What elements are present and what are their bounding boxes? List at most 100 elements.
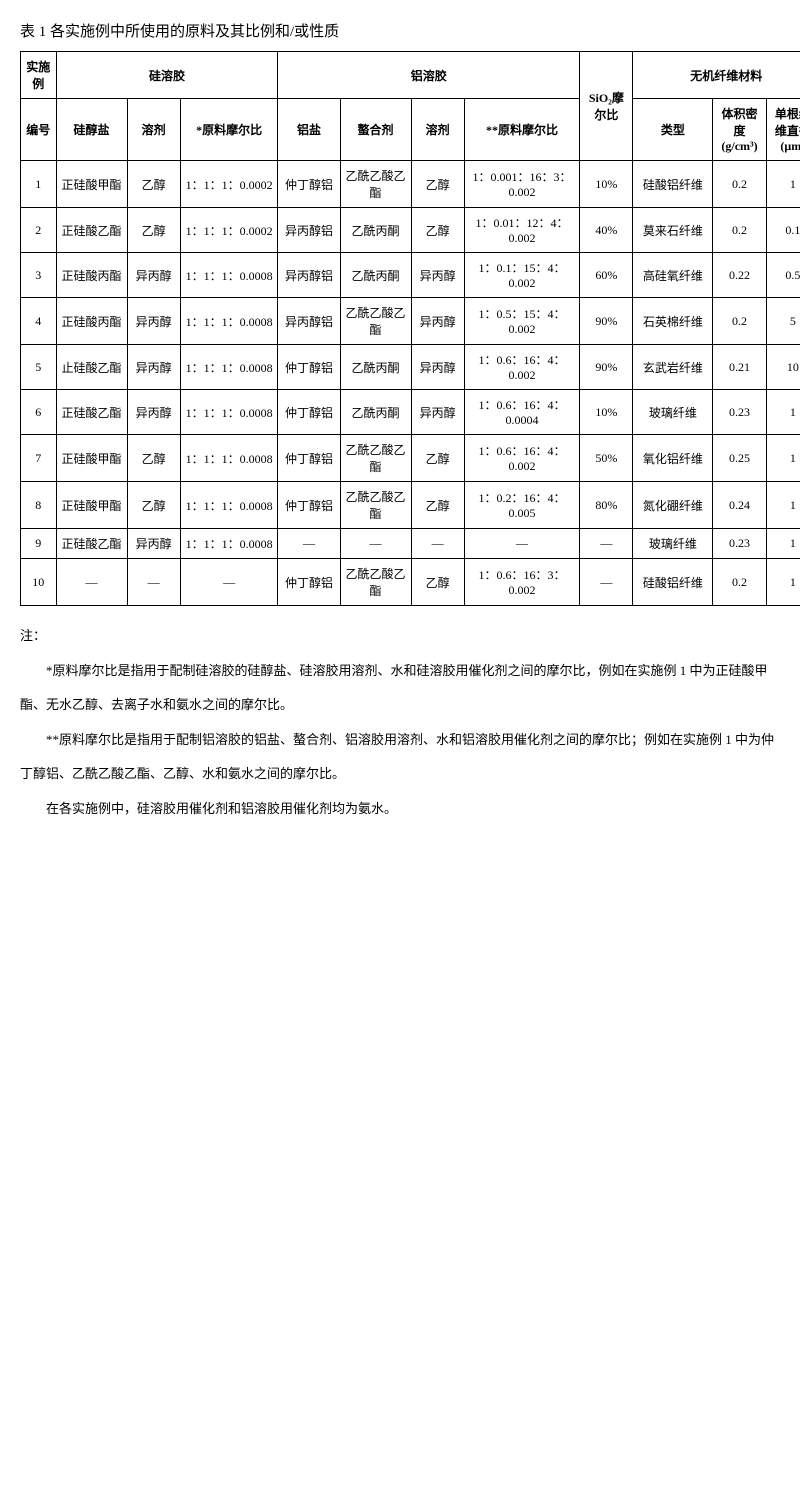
table-row: 2正硅酸乙酯乙醇1：1：1：0.0002异丙醇铝乙酰丙酮乙醇1：0.01：12：… <box>21 208 800 253</box>
cell-al_salt: 仲丁醇铝 <box>278 482 340 529</box>
cell-chel: 乙酰乙酸乙酯 <box>340 482 411 529</box>
table-row: 7正硅酸甲酯乙醇1：1：1：0.0008仲丁醇铝乙酰乙酸乙酯乙醇1：0.6：16… <box>21 435 800 482</box>
th-si-solvent: 溶剂 <box>127 99 180 161</box>
cell-chel: 乙酰乙酸乙酯 <box>340 559 411 606</box>
cell-diam: 1 <box>766 559 800 606</box>
note-2a: **原料摩尔比是指用于配制铝溶胶的铝盐、螯合剂、铝溶胶用溶剂、水和铝溶胶用催化剂… <box>20 726 800 755</box>
th-chelator: 螯合剂 <box>340 99 411 161</box>
th-al-salt: 铝盐 <box>278 99 340 161</box>
cell-si_r: 1：1：1：0.0008 <box>180 435 278 482</box>
cell-sio2: 80% <box>580 482 633 529</box>
th-fiber: 无机纤维材料 <box>633 52 800 99</box>
cell-ftype: 玻璃纤维 <box>633 390 713 435</box>
th-si-sol: 硅溶胶 <box>56 52 278 99</box>
cell-al_r: 1：0.1：15：4：0.002 <box>464 253 579 298</box>
cell-diam: 0.1 <box>766 208 800 253</box>
cell-si_alk: 正硅酸甲酯 <box>56 161 127 208</box>
cell-al_r: — <box>464 529 579 559</box>
cell-al_salt: — <box>278 529 340 559</box>
cell-si_r: 1：1：1：0.0008 <box>180 345 278 390</box>
table-row: 10———仲丁醇铝乙酰乙酸乙酯乙醇1：0.6：16：3：0.002—硅酸铝纤维0… <box>21 559 800 606</box>
cell-dens: 0.25 <box>713 435 766 482</box>
cell-diam: 5 <box>766 298 800 345</box>
cell-dens: 0.23 <box>713 390 766 435</box>
cell-sio2: 60% <box>580 253 633 298</box>
cell-si_alk: 正硅酸丙酯 <box>56 253 127 298</box>
th-si-ratio: *原料摩尔比 <box>180 99 278 161</box>
cell-chel: 乙酰乙酸乙酯 <box>340 161 411 208</box>
cell-si_sol: 异丙醇 <box>127 253 180 298</box>
cell-si_alk: 止硅酸乙酯 <box>56 345 127 390</box>
notes-section: 注： *原料摩尔比是指用于配制硅溶胶的硅醇盐、硅溶胶用溶剂、水和硅溶胶用催化剂之… <box>20 622 800 824</box>
table-row: 9正硅酸乙酯异丙醇1：1：1：0.0008—————玻璃纤维0.231 <box>21 529 800 559</box>
cell-sio2: 90% <box>580 345 633 390</box>
cell-num: 7 <box>21 435 57 482</box>
cell-num: 10 <box>21 559 57 606</box>
cell-al_sol: 乙醇 <box>411 161 464 208</box>
note-2b: 丁醇铝、乙酰乙酸乙酯、乙醇、水和氨水之间的摩尔比。 <box>20 760 800 789</box>
cell-al_r: 1：0.6：16：4：0.0004 <box>464 390 579 435</box>
cell-al_salt: 异丙醇铝 <box>278 208 340 253</box>
cell-num: 8 <box>21 482 57 529</box>
cell-al_salt: 仲丁醇铝 <box>278 435 340 482</box>
cell-sio2: 90% <box>580 298 633 345</box>
cell-si_alk: 正硅酸甲酯 <box>56 482 127 529</box>
cell-diam: 1 <box>766 390 800 435</box>
cell-sio2: 10% <box>580 390 633 435</box>
cell-al_salt: 仲丁醇铝 <box>278 390 340 435</box>
cell-diam: 1 <box>766 482 800 529</box>
cell-sio2: 10% <box>580 161 633 208</box>
cell-al_sol: 乙醇 <box>411 208 464 253</box>
cell-num: 6 <box>21 390 57 435</box>
cell-si_sol: 乙醇 <box>127 482 180 529</box>
cell-si_sol: 异丙醇 <box>127 345 180 390</box>
cell-si_sol: 异丙醇 <box>127 298 180 345</box>
note-1a: *原料摩尔比是指用于配制硅溶胶的硅醇盐、硅溶胶用溶剂、水和硅溶胶用催化剂之间的摩… <box>20 657 800 686</box>
notes-heading: 注： <box>20 622 800 651</box>
cell-si_r: 1：1：1：0.0008 <box>180 482 278 529</box>
table-row: 5止硅酸乙酯异丙醇1：1：1：0.0008仲丁醇铝乙酰丙酮异丙醇1：0.6：16… <box>21 345 800 390</box>
cell-si_r: 1：1：1：0.0008 <box>180 390 278 435</box>
cell-sio2: 50% <box>580 435 633 482</box>
cell-chel: 乙酰丙酮 <box>340 208 411 253</box>
cell-si_sol: — <box>127 559 180 606</box>
cell-al_sol: 乙醇 <box>411 559 464 606</box>
cell-num: 5 <box>21 345 57 390</box>
cell-ftype: 氧化铝纤维 <box>633 435 713 482</box>
cell-al_sol: 异丙醇 <box>411 298 464 345</box>
cell-num: 3 <box>21 253 57 298</box>
cell-si_alk: 正硅酸乙酯 <box>56 529 127 559</box>
cell-si_alk: — <box>56 559 127 606</box>
cell-ftype: 硅酸铝纤维 <box>633 161 713 208</box>
cell-al_sol: 异丙醇 <box>411 345 464 390</box>
cell-chel: 乙酰乙酸乙酯 <box>340 435 411 482</box>
cell-diam: 1 <box>766 161 800 208</box>
cell-sio2: — <box>580 559 633 606</box>
cell-ftype: 莫来石纤维 <box>633 208 713 253</box>
cell-chel: 乙酰丙酮 <box>340 390 411 435</box>
cell-num: 1 <box>21 161 57 208</box>
cell-al_sol: 乙醇 <box>411 435 464 482</box>
cell-al_r: 1：0.001：16：3：0.002 <box>464 161 579 208</box>
th-al-ratio: **原料摩尔比 <box>464 99 579 161</box>
cell-si_sol: 乙醇 <box>127 208 180 253</box>
cell-diam: 0.5 <box>766 253 800 298</box>
cell-al_salt: 仲丁醇铝 <box>278 559 340 606</box>
th-al-solvent: 溶剂 <box>411 99 464 161</box>
cell-si_sol: 异丙醇 <box>127 529 180 559</box>
th-sio2: SiO₂摩尔比 <box>580 52 633 161</box>
cell-si_r: 1：1：1：0.0008 <box>180 298 278 345</box>
cell-diam: 1 <box>766 529 800 559</box>
table-row: 3正硅酸丙酯异丙醇1：1：1：0.0008异丙醇铝乙酰丙酮异丙醇1：0.1：15… <box>21 253 800 298</box>
cell-si_r: 1：1：1：0.0008 <box>180 253 278 298</box>
cell-al_r: 1：0.6：16：4：0.002 <box>464 435 579 482</box>
cell-si_r: 1：1：1：0.0002 <box>180 208 278 253</box>
cell-num: 2 <box>21 208 57 253</box>
cell-si_r: 1：1：1：0.0008 <box>180 529 278 559</box>
th-example: 实施例 <box>21 52 57 99</box>
cell-num: 4 <box>21 298 57 345</box>
page-title: 表 1 各实施例中所使用的原料及其比例和/或性质 <box>20 20 800 41</box>
table-body: 1正硅酸甲酯乙醇1：1：1：0.0002仲丁醇铝乙酰乙酸乙酯乙醇1：0.001：… <box>21 161 800 606</box>
cell-ftype: 硅酸铝纤维 <box>633 559 713 606</box>
cell-num: 9 <box>21 529 57 559</box>
